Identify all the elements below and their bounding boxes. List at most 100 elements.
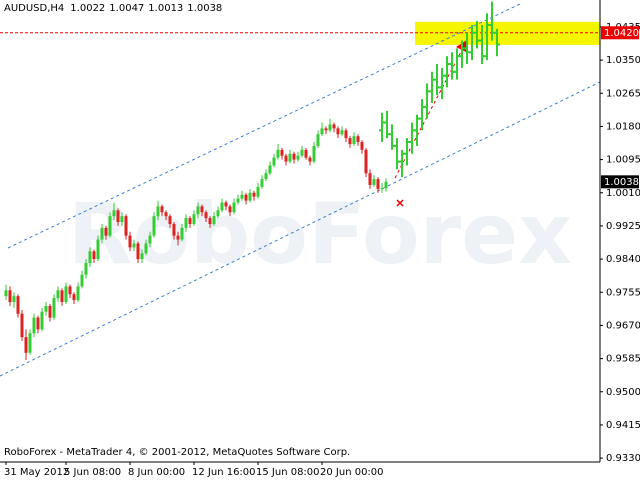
- y-tick-label: 1.0265: [606, 88, 640, 99]
- candle-body: [172, 223, 176, 236]
- candle-body: [304, 149, 308, 158]
- y-tick-label: 0.9670: [606, 320, 640, 331]
- candle-body: [328, 124, 332, 131]
- candle-body: [88, 251, 92, 263]
- level-box: [601, 26, 639, 40]
- candle-body: [128, 235, 132, 248]
- candle-body: [68, 286, 72, 295]
- candle-body: [360, 142, 364, 150]
- candle-body: [184, 218, 188, 228]
- candle-body: [32, 317, 36, 334]
- open: 1.0022: [70, 3, 105, 14]
- candle-body: [24, 337, 28, 353]
- candle-body: [252, 192, 256, 197]
- candle-body: [116, 210, 120, 223]
- candle-body: [48, 305, 52, 318]
- candle-body: [280, 149, 284, 156]
- candle-body: [132, 243, 136, 248]
- candle-body: [108, 216, 112, 236]
- last-price-box: [601, 175, 639, 189]
- candle-body: [368, 173, 372, 185]
- candle-body: [188, 218, 192, 224]
- candle-body: [288, 153, 292, 162]
- candle-body: [372, 179, 376, 185]
- candle-body: [324, 128, 328, 131]
- y-tick-label: 0.9500: [606, 387, 640, 398]
- candle-body: [232, 202, 236, 213]
- candle-body: [204, 212, 208, 219]
- candle-body: [60, 290, 64, 303]
- candle-body: [216, 210, 220, 217]
- candle-body: [192, 214, 196, 224]
- candle-body: [352, 136, 356, 144]
- candle-body: [64, 286, 68, 303]
- candle-body: [284, 155, 288, 162]
- candle-body: [72, 294, 76, 301]
- candle-body: [124, 216, 128, 236]
- candle-body: [4, 290, 8, 297]
- channel-upper: [7, 3, 521, 249]
- x-tick-label: 20 Jun 00:00: [320, 467, 384, 478]
- candle-body: [296, 155, 300, 160]
- candle-body: [356, 136, 360, 143]
- y-tick-label: 0.9330: [606, 453, 640, 464]
- candle-body: [84, 262, 88, 275]
- candle-body: [136, 243, 140, 260]
- candle-body: [156, 206, 160, 217]
- y-tick-label: 0.9755: [606, 287, 640, 298]
- y-tick-label: 1.0180: [606, 121, 640, 132]
- candle-body: [28, 333, 32, 353]
- symbol: AUDUSD,H4: [4, 3, 64, 14]
- candle-body: [168, 216, 172, 224]
- cross-marker: [396, 199, 404, 207]
- candle-body: [180, 227, 184, 240]
- y-tick-label: 0.9585: [606, 354, 640, 365]
- candle-body: [40, 311, 44, 330]
- x-tick-label: 12 Jun 16:00: [192, 467, 256, 478]
- candle-body: [56, 290, 60, 299]
- candle-body: [196, 206, 200, 215]
- candle-body: [260, 179, 264, 187]
- candle-body: [52, 298, 56, 318]
- candle-body: [236, 198, 240, 203]
- candle-body: [332, 124, 336, 129]
- candle-body: [384, 181, 388, 189]
- x-tick-label: 15 Jun 08:00: [256, 467, 320, 478]
- chart-header: AUDUSD,H4 1.0022 1.0047 1.0013 1.0038: [4, 3, 222, 14]
- candle-body: [152, 216, 156, 236]
- y-tick-label: 0.9925: [606, 221, 640, 232]
- candle-body: [320, 128, 324, 135]
- x-tick-label: 5 Jun 08:00: [64, 467, 121, 478]
- candle-body: [144, 243, 148, 254]
- candle-body: [248, 192, 252, 201]
- candle-body: [300, 149, 304, 156]
- candle-body: [264, 173, 268, 180]
- candle-body: [380, 188, 384, 190]
- candle-body: [340, 130, 344, 135]
- candle-body: [92, 251, 96, 260]
- candle-body: [148, 235, 152, 244]
- y-tick-label: 1.0010: [606, 188, 640, 199]
- candle-body: [268, 165, 272, 174]
- candle-body: [112, 210, 116, 217]
- candle-body: [336, 128, 340, 135]
- candle-body: [312, 145, 316, 162]
- candle-body: [272, 157, 276, 166]
- candle-body: [212, 216, 216, 224]
- candle-body: [240, 194, 244, 199]
- candle-body: [316, 134, 320, 146]
- candle-body: [20, 313, 24, 338]
- high: 1.0047: [109, 3, 144, 14]
- candle-body: [228, 206, 232, 213]
- candle-body: [176, 235, 180, 240]
- candle-body: [120, 216, 124, 223]
- candle-body: [36, 317, 40, 330]
- candle-body: [200, 206, 204, 213]
- y-tick-label: 1.0095: [606, 155, 640, 166]
- candle-body: [140, 253, 144, 260]
- candle-body: [80, 274, 84, 287]
- candle-body: [104, 227, 108, 236]
- candle-body: [12, 296, 16, 303]
- candle-body: [208, 218, 212, 224]
